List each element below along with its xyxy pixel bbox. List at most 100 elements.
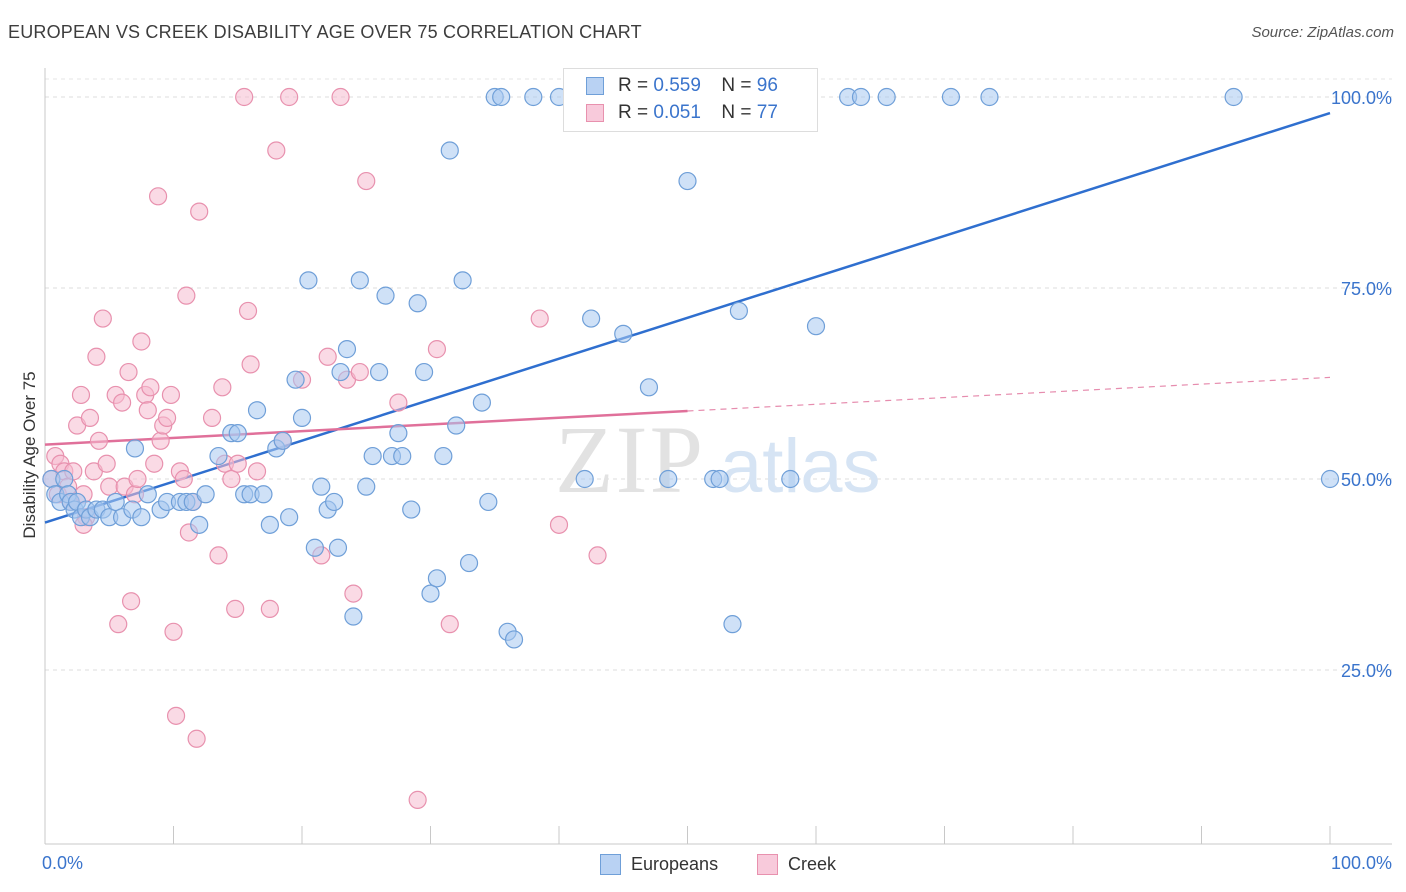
creek-point [177,286,196,305]
europeans-point [459,553,479,573]
creek-legend-swatch [757,853,778,875]
europeans-point [402,500,421,519]
europeans-point [196,485,215,504]
creek-r-value: 0.051 [653,102,701,123]
creek-point [80,408,100,427]
creek-point [148,187,168,206]
europeans-point [582,309,601,328]
creek-point [190,202,209,221]
europeans-point [280,508,299,527]
creek-point [235,87,254,107]
creek-legend-label: Creek [788,853,837,874]
europeans-point [729,301,749,321]
source-label: Source: ZipAtlas.com [1251,24,1394,41]
europeans-point [408,294,427,313]
europeans-point [325,492,344,512]
europeans-point [504,630,524,649]
legend-row-europeans: R = 0.559 N = 96 [586,73,778,99]
creek-point [241,355,260,374]
creek-point [151,431,170,450]
gridlines [45,78,1392,671]
europeans-point [877,87,896,107]
watermark-atlas: atlas [720,424,881,509]
creek-point [357,171,376,191]
europeans-point [421,584,440,603]
europeans-point [941,87,961,107]
chart-title: EUROPEAN VS CREEK DISABILITY AGE OVER 75… [8,22,642,42]
europeans-point [427,569,447,588]
europeans-point [228,424,247,443]
europeans-point [138,485,157,504]
creek-point [100,477,119,496]
bottom-legend-creek[interactable]: Creek [757,852,836,876]
europeans-point [125,439,145,458]
europeans-point [440,141,459,160]
creek-point [87,347,106,366]
europeans-point [492,87,511,107]
creek-point [157,408,177,427]
europeans-point [260,515,279,534]
stats-legend: R = 0.559 N = 96 R = 0.051 N = 77 [563,68,818,132]
creek-trend-line-dashed [687,376,1331,412]
axes [44,68,1392,845]
europeans-point [472,393,491,412]
creek-point [141,378,160,397]
creek-point [174,469,193,489]
europeans-point [292,408,312,427]
europeans-point [209,446,228,466]
creek-point [280,87,299,107]
europeans-point [393,446,412,466]
europeans-legend-swatch [600,853,621,875]
europeans-point [247,401,267,420]
europeans-point [312,477,331,496]
creek-point [119,362,138,382]
creek-point [588,546,607,565]
creek-point [93,309,112,328]
creek-point [331,87,350,107]
europeans-n-value: 96 [756,75,778,96]
creek-point [226,599,245,618]
creek-point [161,385,181,405]
watermark: ZIP atlas [555,406,881,513]
europeans-point [447,416,466,435]
europeans-point [344,607,363,626]
bottom-legend-europeans[interactable]: Europeans [600,852,718,876]
creek-point [344,584,363,603]
creek-point [145,454,164,473]
europeans-point [575,469,594,489]
europeans-point [331,362,350,382]
creek-point [209,546,228,565]
creek-point [222,469,241,489]
creek-point [350,362,369,382]
europeans-point [781,469,800,489]
creek-point [164,622,183,641]
europeans-point [723,615,742,634]
creek-point [440,615,459,634]
europeans-point [434,446,453,466]
europeans-point [106,492,125,512]
europeans-point [659,469,678,489]
creek-point [112,393,132,412]
europeans-trend-line [44,111,1331,524]
europeans-point [678,171,697,191]
creek-point [247,462,267,481]
europeans-swatch [586,77,604,95]
creek-point [138,401,157,420]
y-tick-label: 75.0% [1341,279,1392,299]
creek-point [128,469,147,489]
europeans-point [851,87,871,107]
creek-point [238,301,258,321]
europeans-point [389,424,408,443]
creek-point [166,706,186,725]
europeans-point [350,271,369,290]
europeans-r-label: R = [618,75,649,96]
europeans-point [190,515,209,534]
europeans-point [299,271,318,290]
creek-point [549,515,569,534]
creek-point [318,347,337,366]
creek-r-label: R = [618,102,649,123]
creek-point [213,378,232,397]
x-tick-label: 0.0% [42,853,83,873]
europeans-point [479,492,498,512]
